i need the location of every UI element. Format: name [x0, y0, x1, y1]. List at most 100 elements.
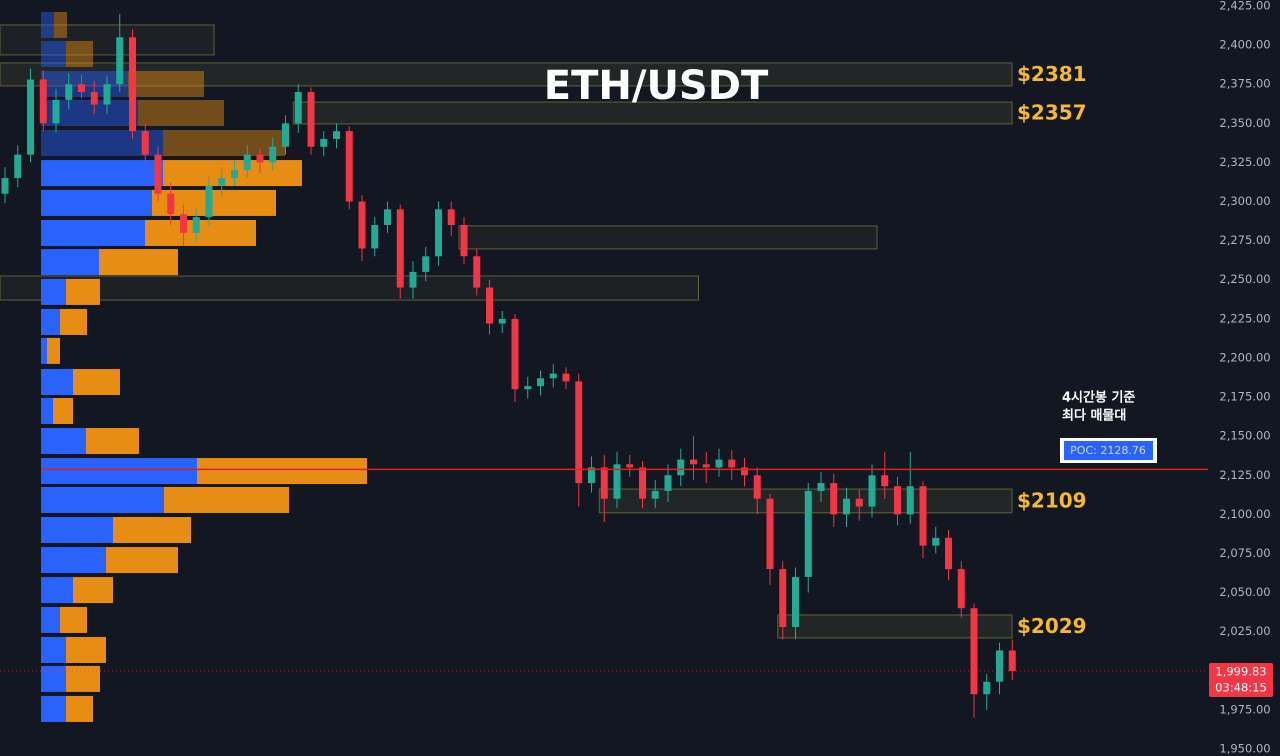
candle-body: [103, 84, 111, 105]
candle-body: [817, 483, 825, 491]
profile-buy: [41, 397, 53, 424]
profile-sell: [66, 665, 100, 692]
candle-body: [396, 209, 404, 288]
candle-body: [651, 490, 659, 499]
zone: [777, 614, 1013, 639]
y-tick-label: 2,025.00: [1219, 624, 1270, 638]
profile-sell: [66, 636, 106, 663]
candle-body: [358, 201, 366, 249]
profile-buy: [41, 577, 73, 604]
candle-body: [524, 386, 532, 390]
profile-buy: [41, 278, 66, 305]
y-tick-label: 2,125.00: [1219, 468, 1270, 482]
candle-body: [371, 224, 379, 249]
y-tick-label: 2,400.00: [1219, 38, 1270, 52]
candle-body: [626, 464, 634, 468]
zone-label: $2109: [1017, 488, 1087, 512]
candle-body: [180, 214, 187, 233]
profile-buy: [41, 41, 66, 68]
y-tick-label: 2,300.00: [1219, 194, 1270, 208]
candle-body: [320, 138, 328, 147]
candle-body: [894, 486, 901, 515]
candle-body: [779, 569, 787, 627]
candle-body: [473, 256, 481, 288]
y-tick-label: 2,425.00: [1219, 0, 1270, 13]
profile-sell: [164, 486, 289, 513]
profile-buy: [41, 695, 66, 722]
candle-body: [868, 475, 876, 507]
profile-buy: [41, 71, 128, 98]
candle-body: [996, 650, 1003, 682]
candle-body: [422, 256, 430, 272]
poc-note: 4시간봉 기준: [1062, 390, 1135, 406]
candle-body: [677, 459, 685, 476]
candle-body: [39, 79, 47, 124]
y-tick-label: 2,150.00: [1219, 429, 1270, 443]
candle-body: [333, 131, 340, 139]
profile-buy: [41, 458, 197, 485]
profile-buy: [41, 547, 106, 574]
profile-buy: [41, 160, 163, 187]
y-tick-label: 2,100.00: [1219, 507, 1270, 521]
candle-body: [906, 486, 914, 515]
candle-body: [945, 537, 952, 570]
last-price-label: 1,999.83: [1215, 665, 1266, 679]
zone-label: $2029: [1017, 614, 1087, 638]
profile-sell: [73, 577, 113, 604]
profile-sell: [53, 397, 73, 424]
candle-body: [409, 271, 417, 288]
zone: [0, 62, 1013, 87]
candle-body: [486, 287, 493, 324]
zone-label: $2357: [1017, 100, 1087, 124]
profile-buy: [41, 308, 60, 335]
candle-body: [218, 178, 226, 186]
candle-body: [1008, 650, 1016, 672]
candle-body: [282, 123, 289, 147]
profile-buy: [41, 665, 66, 692]
candle-body: [932, 537, 940, 546]
profile-sell: [138, 99, 224, 126]
candle-body: [715, 459, 723, 468]
zone: [458, 225, 878, 250]
candle-body: [600, 467, 608, 499]
candle-body: [983, 681, 991, 695]
y-tick-label: 2,275.00: [1219, 233, 1270, 247]
candle-body: [129, 37, 136, 132]
candle-body: [664, 475, 672, 491]
candle-body: [843, 498, 850, 515]
y-tick-label: 2,050.00: [1219, 585, 1270, 599]
candle-body: [65, 84, 73, 100]
candle-body: [639, 467, 646, 499]
profile-sell: [106, 547, 178, 574]
profile-buy: [41, 606, 60, 633]
candle-body: [307, 92, 315, 147]
candle-body: [728, 459, 736, 468]
y-tick-label: 2,200.00: [1219, 350, 1270, 364]
profile-sell: [86, 428, 139, 455]
profile-buy: [41, 11, 54, 38]
profile-sell: [66, 695, 93, 722]
candle-body: [613, 464, 621, 499]
chart-title: ETH/USDT: [544, 63, 769, 109]
profile-sell: [163, 130, 285, 157]
last-price-box: [1209, 663, 1273, 698]
poc-note: 최다 매물대: [1062, 408, 1126, 424]
candle-body: [753, 475, 761, 499]
profile-buy: [41, 517, 113, 544]
profile-sell: [60, 308, 87, 335]
candle-body: [14, 154, 22, 179]
candle-body: [702, 464, 710, 468]
candle-body: [575, 381, 583, 484]
profile-buy: [41, 219, 145, 246]
profile-sell: [128, 71, 204, 98]
candle-body: [52, 99, 60, 124]
profile-sell: [47, 337, 60, 364]
candle-body: [141, 131, 149, 155]
profile-sell: [197, 458, 367, 485]
candle-body: [855, 498, 863, 507]
candle-body: [345, 131, 353, 202]
profile-sell: [99, 249, 178, 276]
